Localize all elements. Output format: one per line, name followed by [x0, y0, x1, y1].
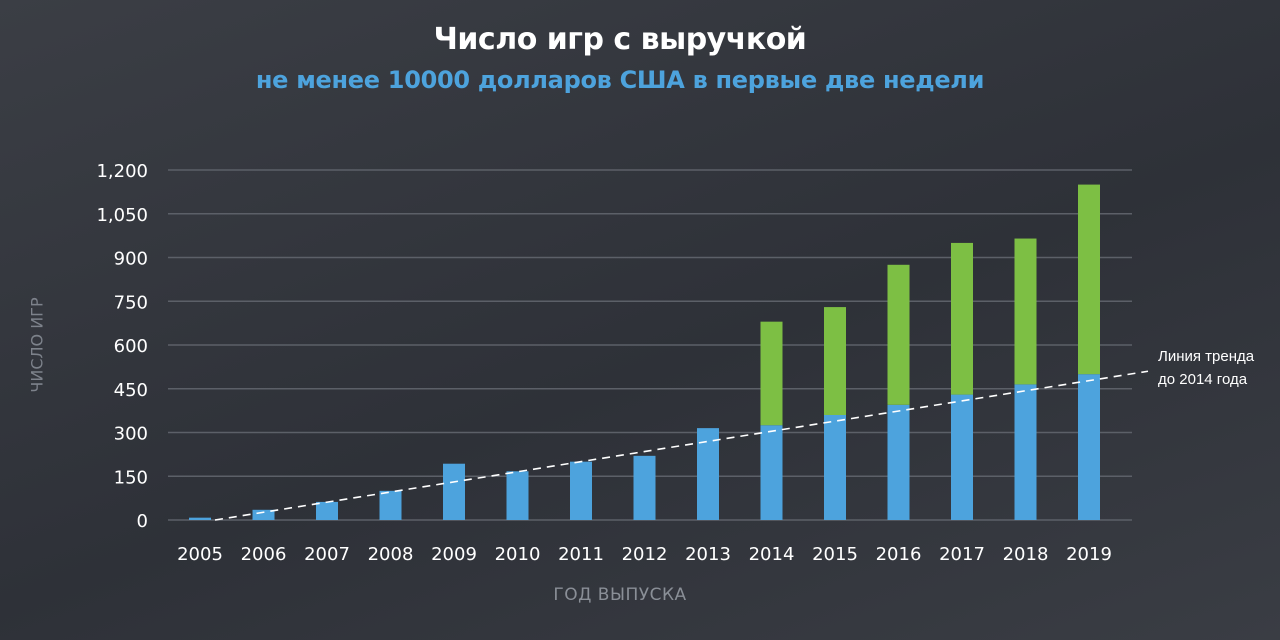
- y-tick-label: 1,050: [96, 205, 148, 226]
- bar-base: [824, 415, 846, 520]
- trend-line: [214, 370, 1149, 521]
- x-tick-label: 2007: [304, 544, 350, 565]
- bar-base: [697, 428, 719, 520]
- x-tick-label: 2012: [622, 544, 668, 565]
- y-tick-label: 300: [114, 424, 148, 445]
- trend-label: до 2014 года: [1158, 371, 1248, 388]
- x-tick-label: 2010: [495, 544, 541, 565]
- y-tick-labels: 0 150 300 450 600 750 900 1,050 1,200: [96, 161, 148, 532]
- x-tick-label: 2009: [431, 544, 477, 565]
- bar-base: [633, 455, 656, 520]
- x-tick-label: 2019: [1066, 544, 1112, 565]
- trend-label: Линия тренда: [1158, 348, 1255, 365]
- y-tick-label: 600: [114, 336, 148, 357]
- x-tick-label: 2017: [939, 544, 985, 565]
- x-tick-label: 2018: [1003, 544, 1049, 565]
- x-tick-label: 2015: [812, 544, 858, 565]
- x-tick-label: 2011: [558, 544, 604, 565]
- bar-base: [887, 404, 910, 520]
- bar-excess: [1014, 238, 1037, 385]
- x-tick-label: 2008: [368, 544, 414, 565]
- chart-subtitle: не менее 10000 долларов США в первые две…: [255, 66, 985, 94]
- bars: [189, 184, 1100, 520]
- bar-base: [1078, 374, 1100, 520]
- bar-base: [379, 490, 402, 520]
- bar-base: [1014, 384, 1037, 520]
- y-tick-label: 750: [114, 292, 148, 313]
- bar-excess: [824, 307, 846, 415]
- x-tick-label: 2016: [876, 544, 922, 565]
- bar-excess: [951, 242, 973, 395]
- x-tick-label: 2005: [177, 544, 223, 565]
- bar-base: [570, 461, 592, 520]
- x-tick-labels: 2005 2006 2007 2008 2009 2010 2011 2012 2013 2014…: [177, 544, 1112, 565]
- x-tick-label: 2013: [685, 544, 731, 565]
- y-tick-label: 150: [114, 467, 148, 488]
- bar-base: [760, 425, 783, 520]
- x-tick-label: 2006: [241, 544, 287, 565]
- x-axis-label: ГОД ВЫПУСКА: [553, 585, 687, 605]
- bar-base: [443, 463, 465, 520]
- bar-base: [506, 471, 529, 520]
- y-tick-label: 0: [137, 511, 148, 532]
- bar-base: [189, 517, 211, 520]
- y-tick-label: 1,200: [96, 161, 148, 182]
- bar-base: [252, 509, 275, 520]
- bar-excess: [1078, 184, 1100, 375]
- bar-excess: [887, 264, 910, 405]
- y-tick-label: 450: [114, 380, 148, 401]
- bar-base: [951, 394, 973, 520]
- bar-excess: [760, 321, 783, 426]
- x-tick-label: 2014: [749, 544, 795, 565]
- trend-annotation: Линия тренда до 2014 года: [1158, 348, 1255, 388]
- y-tick-label: 900: [114, 249, 148, 270]
- chart-title: Число игр с выручкой: [433, 22, 807, 57]
- trend-line-group: [214, 370, 1149, 521]
- bar-base: [316, 501, 338, 520]
